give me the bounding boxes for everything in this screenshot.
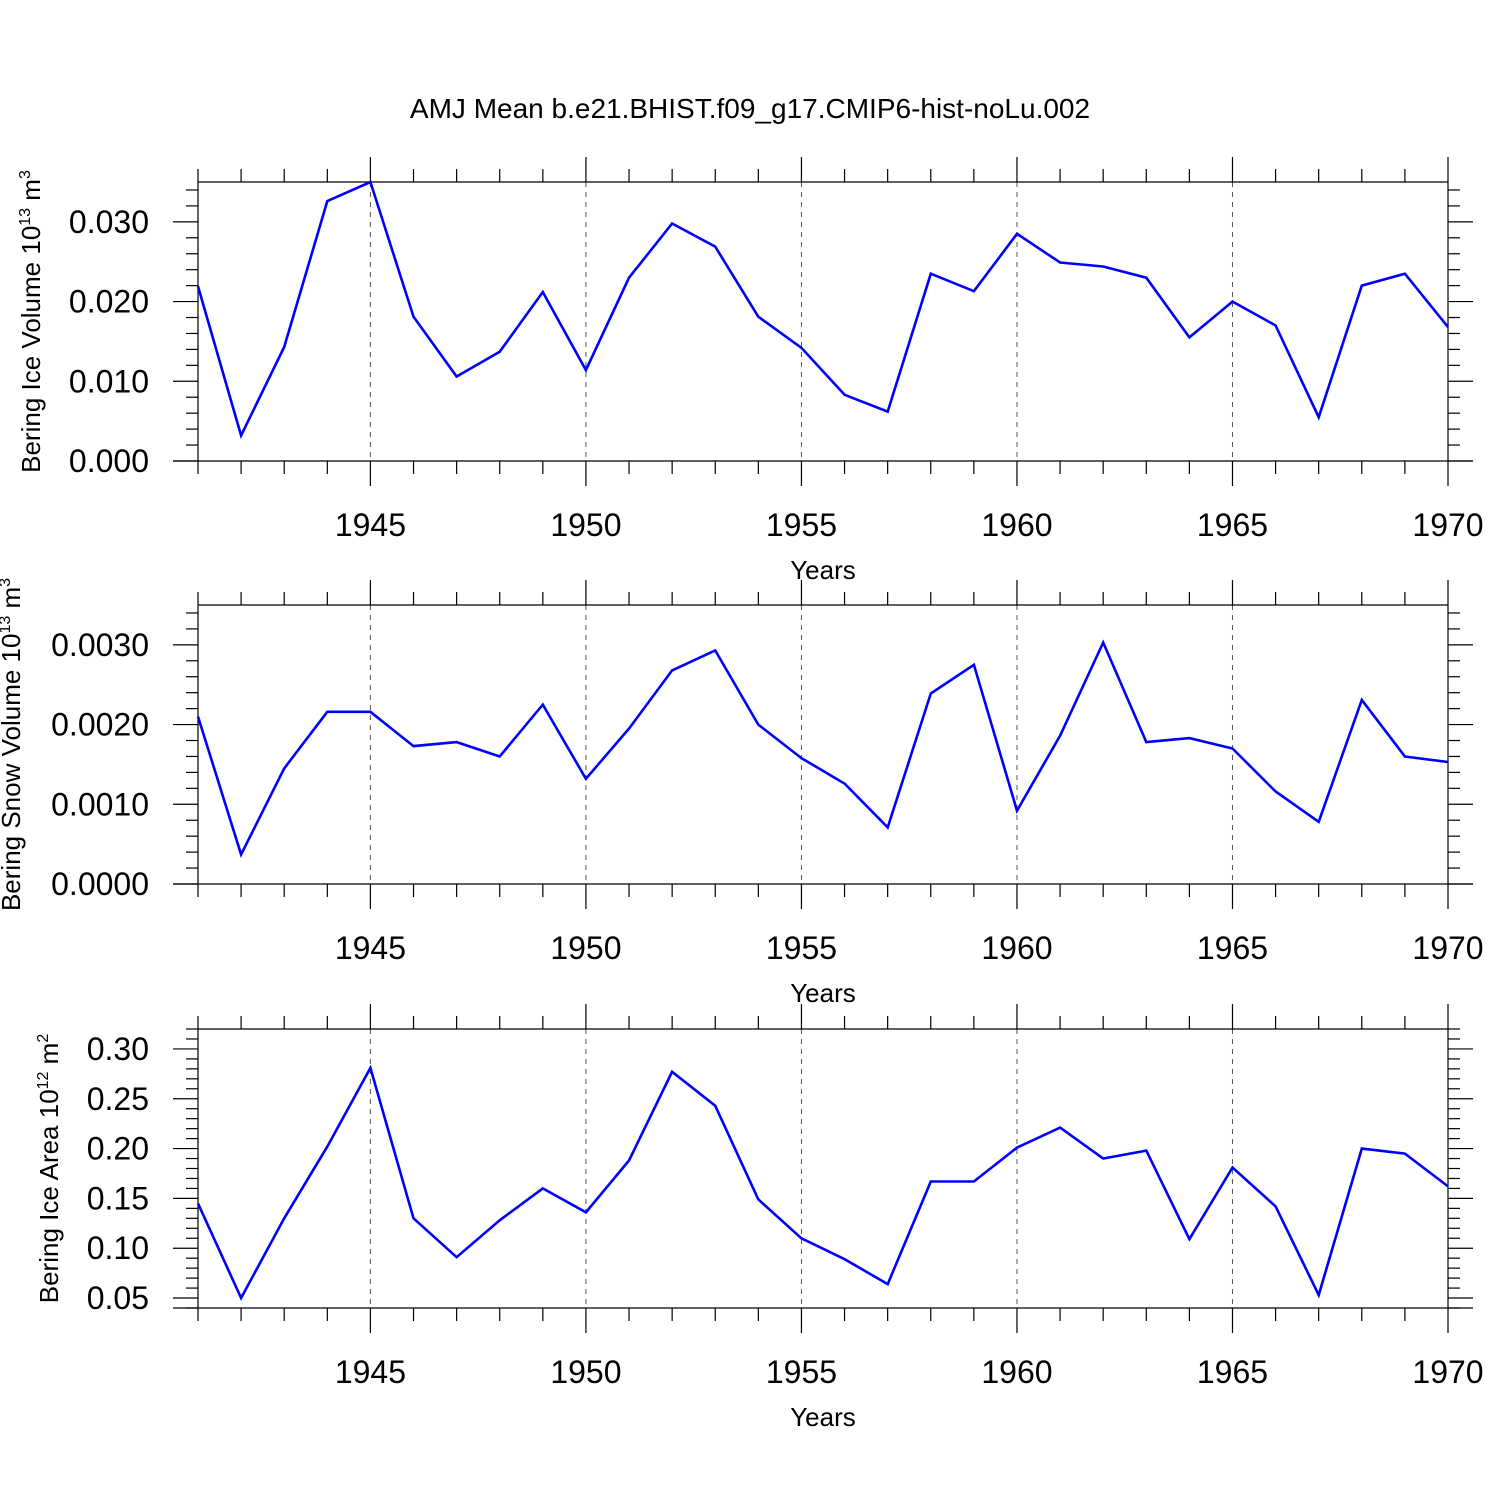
x-tick-label: 1970 [1412, 1354, 1483, 1390]
y-axis-label: Bering Ice Volume 1013 m3 [16, 170, 46, 473]
y-tick-label: 0.25 [87, 1081, 149, 1117]
x-tick-label: 1955 [766, 507, 837, 543]
y-tick-label: 0.010 [69, 363, 149, 399]
x-axis-label: Years [790, 555, 856, 585]
x-tick-label: 1965 [1197, 507, 1268, 543]
x-tick-label: 1960 [981, 1354, 1052, 1390]
y-tick-label: 0.030 [69, 204, 149, 240]
series-line-1 [196, 1064, 1449, 1301]
y-tick-label: 0.15 [87, 1180, 149, 1216]
x-tick-label: 1965 [1197, 930, 1268, 966]
x-tick-label: 1950 [550, 507, 621, 543]
chart-panel-1: 0.000 0.010 0.020 0.030 1945 1950 1955 1960 1965… [16, 157, 1484, 585]
series-line-1 [196, 639, 1449, 858]
x-axis-label: Years [790, 1402, 856, 1432]
chart-panel-3: 0.05 0.10 0.15 0.20 0.25 0.30 1945 1950 1955 1960… [34, 1004, 1484, 1432]
x-tick-label: 1950 [550, 930, 621, 966]
x-tick-label: 1960 [981, 507, 1052, 543]
y-axis-label: Bering Ice Area 1012 m2 [34, 1034, 64, 1304]
x-tick-label: 1965 [1197, 1354, 1268, 1390]
x-tick-label: 1970 [1412, 507, 1483, 543]
y-tick-label: 0.20 [87, 1131, 149, 1167]
x-axis-label: Years [790, 978, 856, 1008]
y-axis-label: Bering Snow Volume 1013 m3 [0, 578, 26, 911]
x-tick-label: 1960 [981, 930, 1052, 966]
x-tick-label: 1945 [335, 1354, 406, 1390]
y-tick-label: 0.0030 [51, 627, 149, 663]
chart-panels: 0.000 0.010 0.020 0.030 1945 1950 1955 1960 1965… [0, 157, 1484, 1432]
y-tick-label: 0.0000 [51, 866, 149, 902]
series-line-1 [196, 180, 1450, 440]
y-tick-label: 0.0010 [51, 786, 149, 822]
x-tick-label: 1970 [1412, 930, 1483, 966]
x-tick-label: 1955 [766, 930, 837, 966]
x-tick-label: 1945 [335, 507, 406, 543]
figure-title: AMJ Mean b.e21.BHIST.f09_g17.CMIP6-hist-… [410, 93, 1090, 124]
x-tick-label: 1950 [550, 1354, 621, 1390]
chart-panel-2: 0.0000 0.0010 0.0020 0.0030 1945 1950 1955 1960… [0, 578, 1484, 1008]
y-tick-label: 0.0020 [51, 707, 149, 743]
y-tick-label: 0.000 [69, 443, 149, 479]
y-tick-label: 0.30 [87, 1031, 149, 1067]
y-tick-label: 0.020 [69, 284, 149, 320]
x-tick-label: 1945 [335, 930, 406, 966]
y-tick-label: 0.05 [87, 1280, 149, 1316]
x-tick-label: 1955 [766, 1354, 837, 1390]
y-tick-label: 0.10 [87, 1230, 149, 1266]
